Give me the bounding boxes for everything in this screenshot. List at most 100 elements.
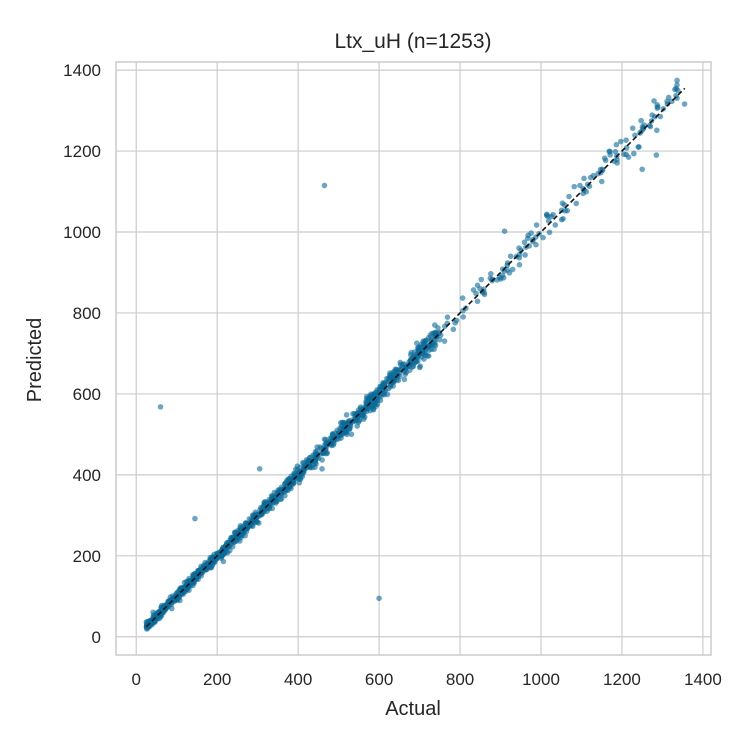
data-point xyxy=(319,457,325,463)
data-point xyxy=(571,183,578,190)
data-point xyxy=(365,400,371,407)
data-point xyxy=(377,397,384,404)
data-point xyxy=(631,150,637,157)
data-point xyxy=(157,404,164,410)
data-point xyxy=(385,385,392,392)
data-point xyxy=(346,420,352,426)
data-point xyxy=(672,86,678,93)
data-point xyxy=(558,216,565,223)
data-point xyxy=(506,270,513,276)
data-point xyxy=(264,499,271,506)
x-tick-labels: 0 200 400 600 800 1000 1200 1400 xyxy=(132,670,722,689)
data-point xyxy=(208,556,215,562)
data-point xyxy=(629,125,636,131)
data-point xyxy=(665,94,672,101)
data-point xyxy=(158,610,164,616)
data-point xyxy=(528,230,534,236)
data-point xyxy=(237,522,244,529)
data-point xyxy=(186,587,192,593)
data-point xyxy=(623,137,629,143)
data-point xyxy=(275,487,281,494)
data-point xyxy=(450,326,457,333)
data-point xyxy=(653,152,660,158)
x-tick-label: 400 xyxy=(284,670,312,689)
y-tick-label: 0 xyxy=(92,628,101,647)
data-point xyxy=(481,291,488,298)
data-point xyxy=(607,152,613,158)
data-point xyxy=(401,376,408,383)
data-point xyxy=(187,578,193,584)
data-point xyxy=(621,151,627,158)
data-point xyxy=(321,436,328,443)
data-point xyxy=(278,496,285,502)
data-point xyxy=(681,101,688,107)
y-tick-label: 200 xyxy=(73,547,101,566)
data-point xyxy=(453,317,460,324)
data-point xyxy=(218,555,224,561)
data-point xyxy=(674,77,680,84)
data-point xyxy=(312,464,318,471)
data-point xyxy=(432,322,438,328)
data-point xyxy=(415,358,421,364)
x-tick-label: 1400 xyxy=(684,670,722,689)
data-point xyxy=(366,395,373,401)
data-point xyxy=(335,435,342,442)
y-tick-label: 1400 xyxy=(63,61,101,80)
x-axis-label: Actual xyxy=(385,698,441,720)
data-point xyxy=(354,423,361,429)
data-point xyxy=(332,430,338,436)
data-point xyxy=(651,98,657,104)
data-point xyxy=(427,332,434,339)
data-point xyxy=(296,479,303,486)
data-point xyxy=(559,200,566,207)
data-point xyxy=(623,145,630,151)
x-tick-label: 0 xyxy=(132,670,141,689)
data-point xyxy=(266,505,273,512)
y-tick-label: 600 xyxy=(73,385,101,404)
data-point xyxy=(237,538,243,544)
data-point xyxy=(412,351,419,358)
data-point xyxy=(649,112,655,118)
y-tick-labels: 0 200 400 600 800 1000 1200 1400 xyxy=(63,61,101,647)
data-point xyxy=(533,222,540,228)
data-point xyxy=(427,342,434,348)
data-point xyxy=(522,252,528,258)
data-point xyxy=(314,444,321,450)
grid xyxy=(116,62,711,655)
data-point xyxy=(319,466,325,472)
data-point xyxy=(424,353,431,359)
y-tick-label: 1200 xyxy=(63,142,101,161)
data-point xyxy=(612,148,619,155)
data-point xyxy=(664,101,671,107)
x-tick-label: 800 xyxy=(446,670,474,689)
data-point xyxy=(521,239,528,246)
data-point xyxy=(573,200,580,207)
data-point xyxy=(540,234,546,241)
data-point xyxy=(533,241,539,248)
data-point xyxy=(552,222,559,228)
data-point xyxy=(614,160,620,166)
data-point xyxy=(577,182,583,189)
data-point xyxy=(566,193,572,200)
data-point xyxy=(256,466,263,472)
data-point xyxy=(360,416,367,422)
data-point xyxy=(348,431,355,438)
data-point xyxy=(312,456,319,462)
data-point xyxy=(478,276,485,283)
y-tick-label: 800 xyxy=(73,304,101,323)
data-point xyxy=(617,138,624,145)
data-point xyxy=(376,595,382,602)
data-point xyxy=(639,166,645,173)
data-point xyxy=(380,391,387,397)
data-point xyxy=(543,212,550,218)
y-tick-label: 1000 xyxy=(63,223,101,242)
data-point xyxy=(297,464,303,471)
data-point xyxy=(250,512,256,519)
data-point xyxy=(516,261,523,268)
data-point xyxy=(501,228,508,234)
data-point xyxy=(394,376,400,383)
data-point xyxy=(387,370,393,376)
data-point xyxy=(418,344,424,351)
